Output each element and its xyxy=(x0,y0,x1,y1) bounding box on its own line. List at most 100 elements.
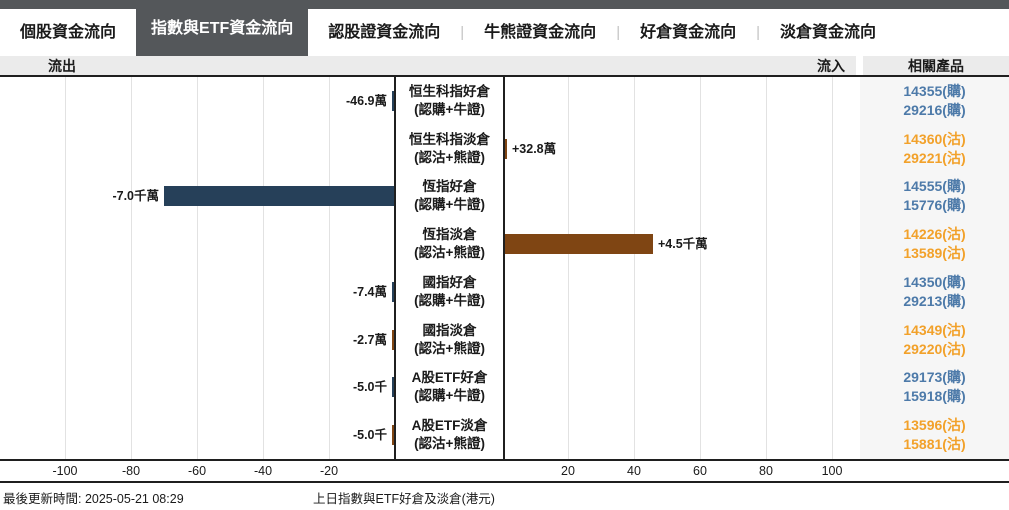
bar-short-5[interactable] xyxy=(392,329,394,350)
category-name: 恒生科指淡倉 xyxy=(409,131,490,147)
outflow-label: 流出 xyxy=(48,57,76,74)
x-tick-negative: -60 xyxy=(187,464,207,478)
product-link-call[interactable]: 14555(購) xyxy=(903,178,966,195)
category-label-row: 國指好倉 (認購+牛證) xyxy=(396,268,503,316)
related-products-row: 14555(購) 15776(購) xyxy=(860,173,1009,221)
product-link-call[interactable]: 29213(購) xyxy=(903,292,966,309)
bar-value-label: +4.5千萬 xyxy=(658,237,708,252)
gridline xyxy=(568,77,569,459)
category-name: 國指淡倉 xyxy=(422,322,477,338)
product-link-put[interactable]: 13589(沽) xyxy=(903,245,966,262)
x-tick-negative: -80 xyxy=(121,464,141,478)
bar-value-label: +32.8萬 xyxy=(512,141,557,156)
category-label-row: 恒生科指淡倉 (認沽+熊證) xyxy=(396,125,503,173)
x-tick-negative: -40 xyxy=(253,464,273,478)
tab-separator: | xyxy=(460,24,465,41)
bar-long-4[interactable] xyxy=(392,281,394,302)
product-link-call[interactable]: 29173(購) xyxy=(903,369,966,386)
product-link-put[interactable]: 13596(沽) xyxy=(903,417,966,434)
category-label-row: A股ETF好倉 (認購+牛證) xyxy=(396,364,503,412)
tab-3[interactable]: 牛熊證資金流向 xyxy=(484,24,597,41)
related-products-column: 14355(購) 29216(購) 14360(沽) 29221(沽) 14555(購)… xyxy=(860,77,1009,459)
category-label-row: 恒生科指好倉 (認購+牛證) xyxy=(396,77,503,125)
related-products-row: 14350(購) 29213(購) xyxy=(860,268,1009,316)
bar-long-6[interactable] xyxy=(392,377,394,398)
x-tick-positive: 100 xyxy=(821,464,843,478)
bar-value-label: -7.4萬 xyxy=(352,284,387,299)
bar-long-2[interactable] xyxy=(164,186,394,207)
gridline xyxy=(634,77,635,459)
bar-long-0[interactable] xyxy=(392,90,394,111)
bar-value-label: -46.9萬 xyxy=(346,93,387,108)
tab-2[interactable]: 認股證資金流向 xyxy=(328,24,441,41)
gridline xyxy=(65,77,66,459)
product-link-call[interactable]: 15776(購) xyxy=(903,197,966,214)
chart-title: 上日指數與ETF好倉及淡倉(港元) xyxy=(313,492,495,506)
tab-bar: 個股資金流向 指數與ETF資金流向 認股證資金流向 | 牛熊證資金流向 | 好倉資金流向 | 淡… xyxy=(0,0,1009,56)
category-name: 恆指淡倉 xyxy=(422,227,477,243)
product-link-put[interactable]: 14226(沽) xyxy=(903,226,966,243)
product-link-call[interactable]: 15918(購) xyxy=(903,388,966,405)
header-gap xyxy=(856,56,863,75)
tab-5[interactable]: 淡倉資金流向 xyxy=(780,24,877,41)
product-link-put[interactable]: 14360(沽) xyxy=(903,130,966,147)
category-subtype: (認沽+熊證) xyxy=(414,245,485,261)
x-tick-positive: 40 xyxy=(627,464,641,478)
category-name: A股ETF好倉 xyxy=(411,370,488,386)
bar-value-label: -2.7萬 xyxy=(352,332,387,347)
bar-value-label: -7.0千萬 xyxy=(112,189,159,204)
category-subtype: (認沽+熊證) xyxy=(414,340,485,356)
gridline xyxy=(832,77,833,459)
tab-0[interactable]: 個股資金流向 xyxy=(20,24,117,41)
category-subtype: (認購+牛證) xyxy=(414,197,485,213)
flow-direction-labels: 流出 流入 xyxy=(0,56,856,75)
category-name: 恆指好倉 xyxy=(422,179,477,195)
product-link-put[interactable]: 29221(沽) xyxy=(903,149,966,166)
gridline xyxy=(700,77,701,459)
category-name: A股ETF淡倉 xyxy=(411,418,488,434)
category-name: 恒生科指好倉 xyxy=(409,83,490,99)
product-link-call[interactable]: 29216(購) xyxy=(903,101,966,118)
category-subtype: (認購+牛證) xyxy=(414,101,485,117)
inflow-label: 流入 xyxy=(817,57,845,74)
tab-1-selected[interactable]: 指數與ETF資金流向 xyxy=(136,0,309,56)
product-link-put[interactable]: 15881(沽) xyxy=(903,436,966,453)
bar-short-3[interactable] xyxy=(505,234,653,255)
bar-short-7[interactable] xyxy=(392,425,394,446)
category-subtype: (認沽+熊證) xyxy=(414,436,485,452)
tab-separator: | xyxy=(616,24,621,41)
gridline xyxy=(766,77,767,459)
category-label-row: 恆指淡倉 (認沽+熊證) xyxy=(396,220,503,268)
flow-direction-header: 流出 流入 相關產品 xyxy=(0,56,1009,77)
tab-4[interactable]: 好倉資金流向 xyxy=(640,24,737,41)
product-link-put[interactable]: 14349(沽) xyxy=(903,321,966,338)
gridline xyxy=(131,77,132,459)
footer: 最後更新時間: 2025-05-21 08:29 上日指數與ETF好倉及淡倉(港… xyxy=(0,481,1009,506)
related-products-row: 14355(購) 29216(購) xyxy=(860,77,1009,125)
related-products-row: 14226(沽) 13589(沽) xyxy=(860,220,1009,268)
tab-separator: | xyxy=(756,24,761,41)
category-label-row: A股ETF淡倉 (認沽+熊證) xyxy=(396,411,503,459)
product-link-call[interactable]: 14350(購) xyxy=(903,273,966,290)
gridline xyxy=(197,77,198,459)
x-axis: -100 -80 -60 -40 -20 20 40 60 80 100 xyxy=(0,459,1009,481)
related-products-row: 14349(沽) 29220(沽) xyxy=(860,316,1009,364)
chart-body: 恒生科指好倉 (認購+牛證) 恒生科指淡倉 (認沽+熊證) 恆指好倉 (認購+牛證) 恆指淡… xyxy=(0,77,1009,459)
x-tick-positive: 80 xyxy=(759,464,773,478)
last-updated-timestamp: 最後更新時間: 2025-05-21 08:29 xyxy=(3,492,184,506)
bar-value-label: -5.0千 xyxy=(352,428,387,443)
related-products-row: 13596(沽) 15881(沽) xyxy=(860,411,1009,459)
x-tick-negative: -100 xyxy=(52,464,78,478)
bar-short-1[interactable] xyxy=(505,138,507,159)
category-column: 恒生科指好倉 (認購+牛證) 恒生科指淡倉 (認沽+熊證) 恆指好倉 (認購+牛證) 恆指淡… xyxy=(394,77,505,459)
product-link-call[interactable]: 14355(購) xyxy=(903,82,966,99)
category-subtype: (認購+牛證) xyxy=(414,292,485,308)
gridline xyxy=(329,77,330,459)
product-link-put[interactable]: 29220(沽) xyxy=(903,340,966,357)
x-tick-positive: 20 xyxy=(561,464,575,478)
top-accent-strip xyxy=(0,0,1009,9)
related-products-row: 14360(沽) 29221(沽) xyxy=(860,125,1009,173)
x-tick-positive: 60 xyxy=(693,464,707,478)
category-label-row: 恆指好倉 (認購+牛證) xyxy=(396,173,503,221)
